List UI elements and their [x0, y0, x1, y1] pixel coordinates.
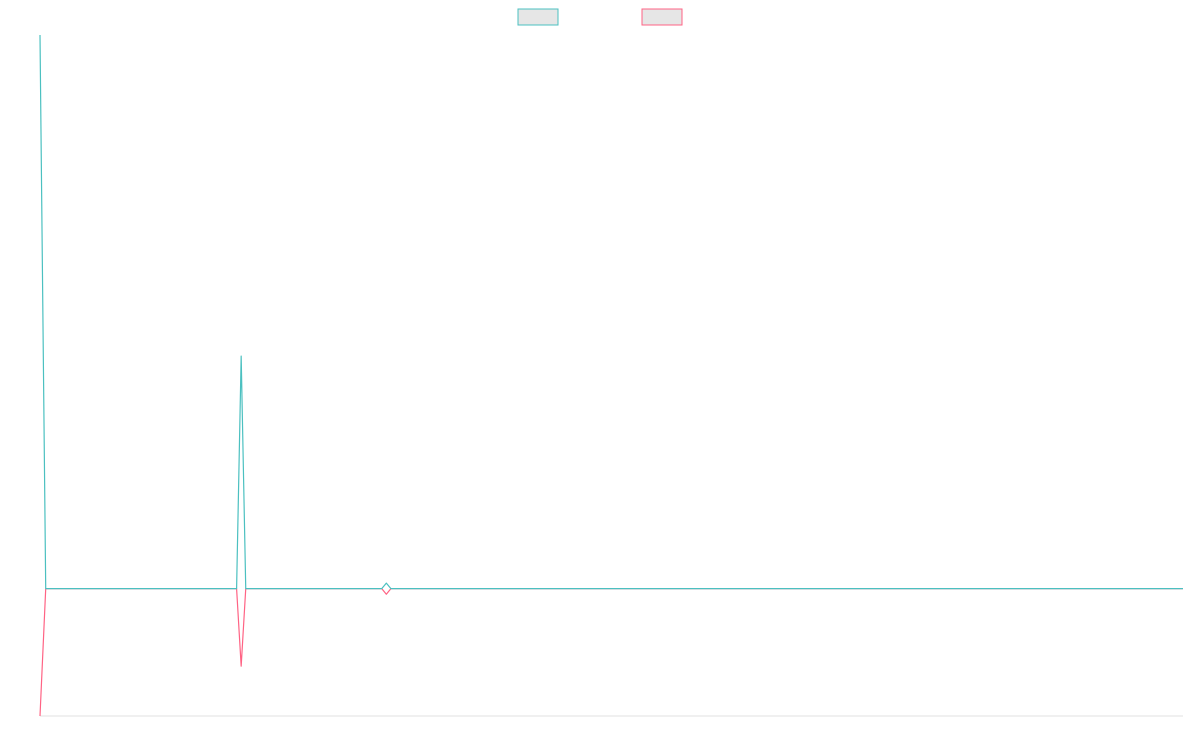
data-line [39, 588, 1183, 717]
data-line [39, 34, 1183, 590]
legend-swatch[interactable] [641, 8, 683, 26]
legend-swatch[interactable] [517, 8, 559, 26]
